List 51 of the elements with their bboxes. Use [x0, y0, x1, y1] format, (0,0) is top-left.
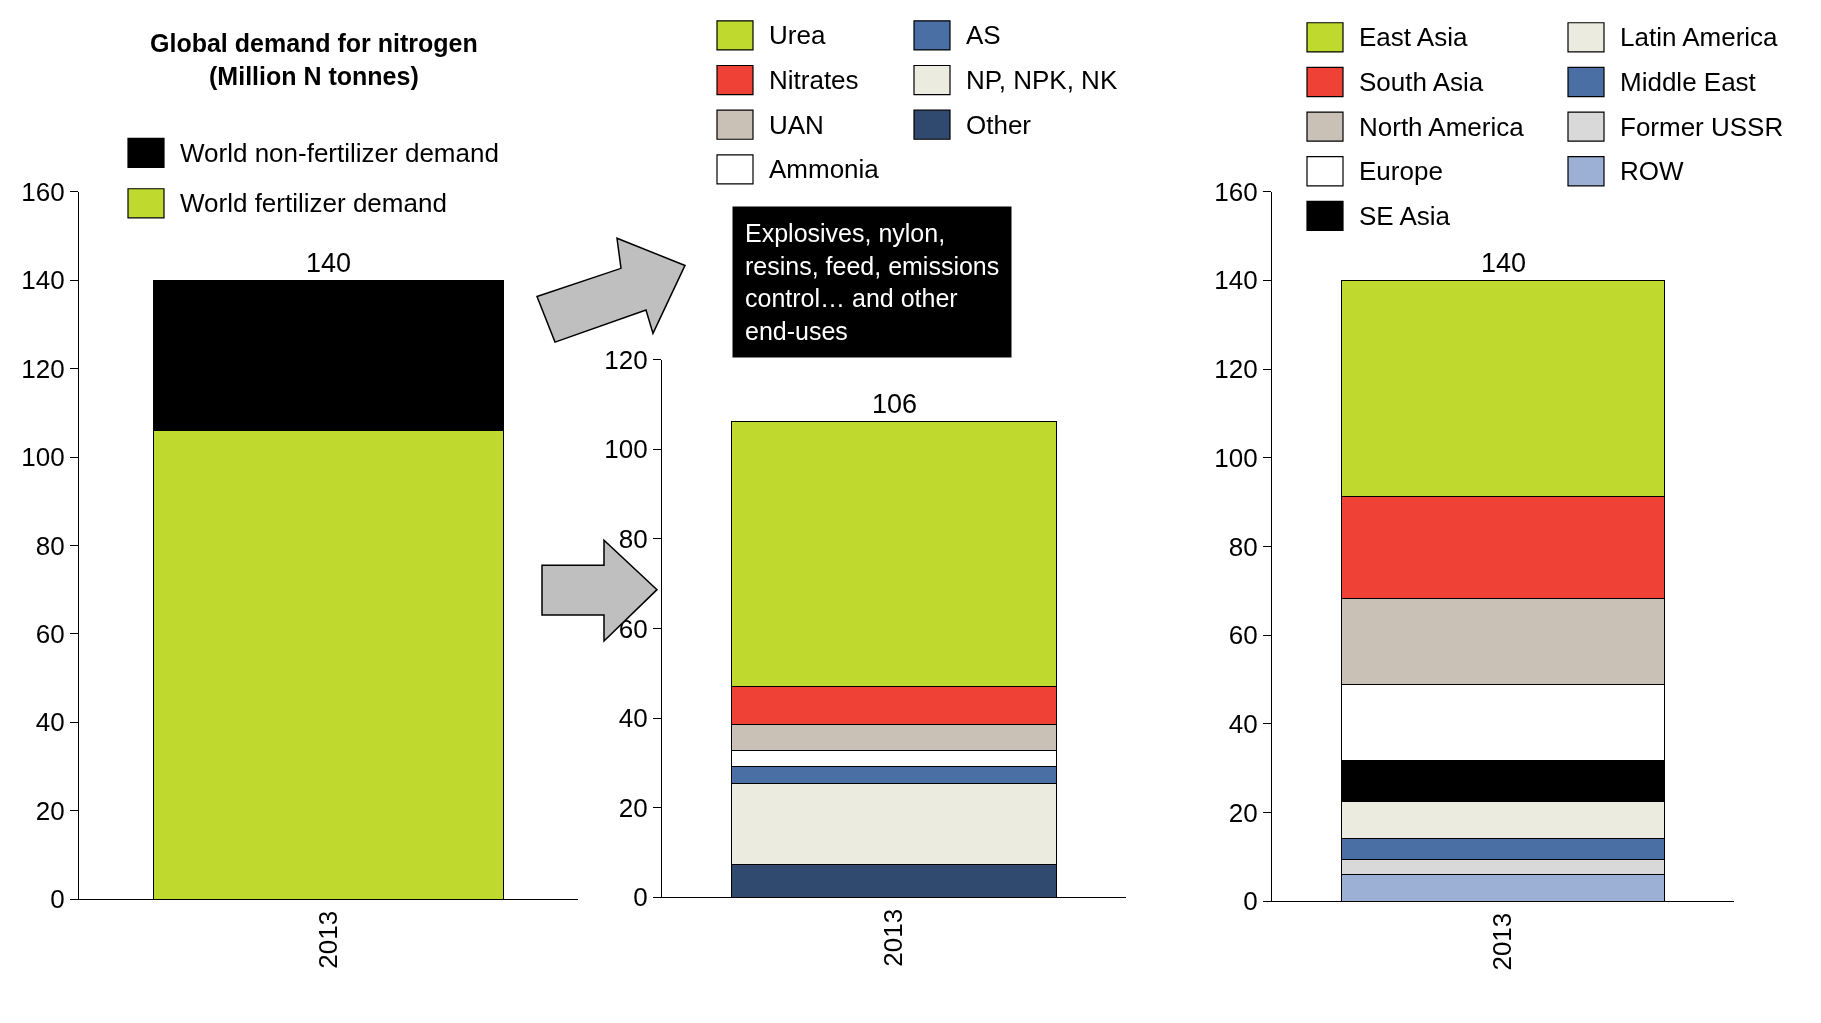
legend-label: Middle East	[1620, 67, 1757, 97]
legend-label: North America	[1359, 112, 1525, 142]
y-tick-label: 20	[618, 792, 648, 823]
y-tick-label: 60	[618, 613, 648, 644]
legend-label: NP, NPK, NK	[966, 65, 1118, 95]
chart-title: Global demand for nitrogen (Million N tonnes)	[150, 29, 478, 90]
y-tick-label: 140	[21, 265, 65, 296]
y-tick-label: 80	[1228, 531, 1258, 562]
y-tick-label: 120	[604, 344, 648, 375]
legend-label: Nitrates	[769, 65, 859, 95]
legend-label: South Asia	[1359, 67, 1484, 97]
legend-label: ROW	[1620, 156, 1684, 186]
total-label: 140	[306, 248, 352, 278]
y-tick-label: 40	[618, 703, 648, 734]
total-label: 140	[1481, 248, 1527, 278]
y-tick-label: 80	[618, 523, 648, 554]
y-tick-label: 20	[1228, 797, 1258, 828]
legend-label: East Asia	[1359, 22, 1468, 52]
y-tick-label: 160	[21, 176, 65, 207]
total-label: 106	[872, 389, 918, 419]
x-tick-label: 2013	[1487, 912, 1518, 971]
legend-label: SE Asia	[1359, 201, 1451, 231]
y-tick-label: 120	[1214, 354, 1258, 385]
y-tick-label: 20	[35, 795, 65, 826]
legend-label: World non-fertilizer demand	[180, 138, 499, 168]
y-tick-label: 40	[1228, 708, 1258, 739]
legend-label: Other	[966, 110, 1032, 140]
y-tick-label: 100	[1214, 442, 1258, 473]
y-tick-label: 100	[21, 442, 65, 473]
y-tick-label: 40	[35, 707, 65, 738]
y-tick-label: 0	[50, 884, 65, 915]
legend-label: Latin America	[1620, 22, 1779, 52]
legend-label: AS	[966, 20, 1001, 50]
y-tick-label: 60	[35, 619, 65, 650]
y-tick-label: 0	[1243, 886, 1258, 917]
legend-label: Former USSR	[1620, 112, 1784, 142]
y-tick-label: 60	[1228, 620, 1258, 651]
text: Explosives, nylon, resins, feed, emissions control… and other end-uses	[745, 219, 1000, 345]
legend-label: Urea	[769, 20, 826, 50]
y-tick-label: 140	[1214, 265, 1258, 296]
y-tick-label: 100	[604, 434, 648, 465]
y-tick-label: 0	[633, 882, 648, 913]
x-tick-label: 2013	[312, 910, 343, 969]
x-tick-label: 2013	[878, 908, 909, 967]
legend-label: Europe	[1359, 156, 1443, 186]
legend-label: World fertilizer demand	[180, 188, 447, 218]
legend-label: Ammonia	[769, 154, 880, 184]
y-tick-label: 160	[1214, 176, 1258, 207]
y-tick-label: 120	[21, 353, 65, 384]
legend-label: UAN	[769, 110, 824, 140]
y-tick-label: 80	[35, 530, 65, 561]
